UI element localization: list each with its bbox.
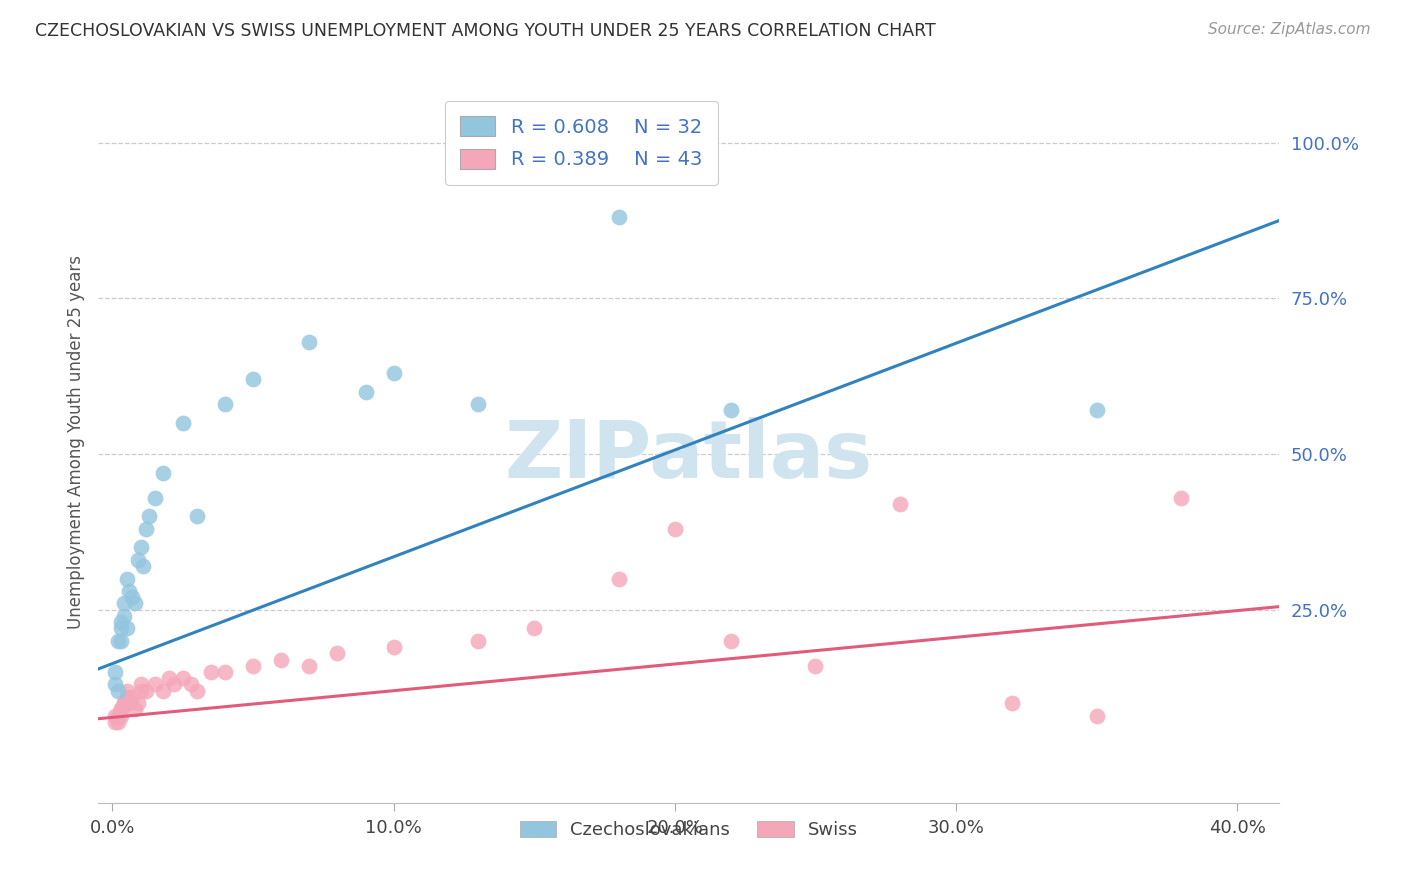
Point [115,621,138,635]
Point [118,584,141,599]
Point [664,522,686,536]
Point [200,665,222,679]
Point [214,665,236,679]
Legend: Czechoslovakians, Swiss: Czechoslovakians, Swiss [510,812,868,848]
Point [143,491,166,505]
Point [107,633,129,648]
Point [112,609,135,624]
Point [1085,708,1108,723]
Point [720,633,742,648]
Point [104,665,127,679]
Point [382,366,405,380]
Point [242,658,264,673]
Point [270,652,292,666]
Point [467,397,489,411]
Point [1001,696,1024,710]
Text: ZIPatlas: ZIPatlas [505,417,873,495]
Point [121,591,143,605]
Point [382,640,405,654]
Point [110,708,132,723]
Point [124,597,146,611]
Point [112,597,135,611]
Point [242,372,264,386]
Point [110,702,132,716]
Point [298,334,321,349]
Point [467,633,489,648]
Point [124,702,146,716]
Point [804,658,827,673]
Point [110,615,132,630]
Point [135,522,157,536]
Point [135,683,157,698]
Point [889,497,911,511]
Point [607,572,630,586]
Point [118,696,141,710]
Point [104,677,127,691]
Text: Source: ZipAtlas.com: Source: ZipAtlas.com [1208,22,1371,37]
Point [132,559,155,574]
Point [138,509,160,524]
Point [152,683,174,698]
Point [115,572,138,586]
Point [214,397,236,411]
Point [104,714,127,729]
Point [354,384,377,399]
Point [129,541,152,555]
Point [115,690,138,704]
Point [163,677,186,691]
Point [110,621,132,635]
Point [157,671,180,685]
Point [107,708,129,723]
Point [523,621,546,635]
Y-axis label: Unemployment Among Youth under 25 years: Unemployment Among Youth under 25 years [66,254,84,629]
Point [172,671,194,685]
Point [152,466,174,480]
Point [115,696,138,710]
Point [127,696,149,710]
Point [112,696,135,710]
Point [110,633,132,648]
Point [107,683,129,698]
Point [129,677,152,691]
Point [110,702,132,716]
Text: CZECHOSLOVAKIAN VS SWISS UNEMPLOYMENT AMONG YOUTH UNDER 25 YEARS CORRELATION CHA: CZECHOSLOVAKIAN VS SWISS UNEMPLOYMENT AM… [35,22,936,40]
Point [720,403,742,417]
Point [186,509,208,524]
Point [115,683,138,698]
Point [172,416,194,430]
Point [186,683,208,698]
Point [1085,403,1108,417]
Point [129,683,152,698]
Point [607,211,630,225]
Point [1170,491,1192,505]
Point [180,677,202,691]
Point [112,696,135,710]
Point [104,708,127,723]
Point [127,553,149,567]
Point [143,677,166,691]
Point [298,658,321,673]
Point [107,714,129,729]
Point [326,646,349,660]
Point [121,690,143,704]
